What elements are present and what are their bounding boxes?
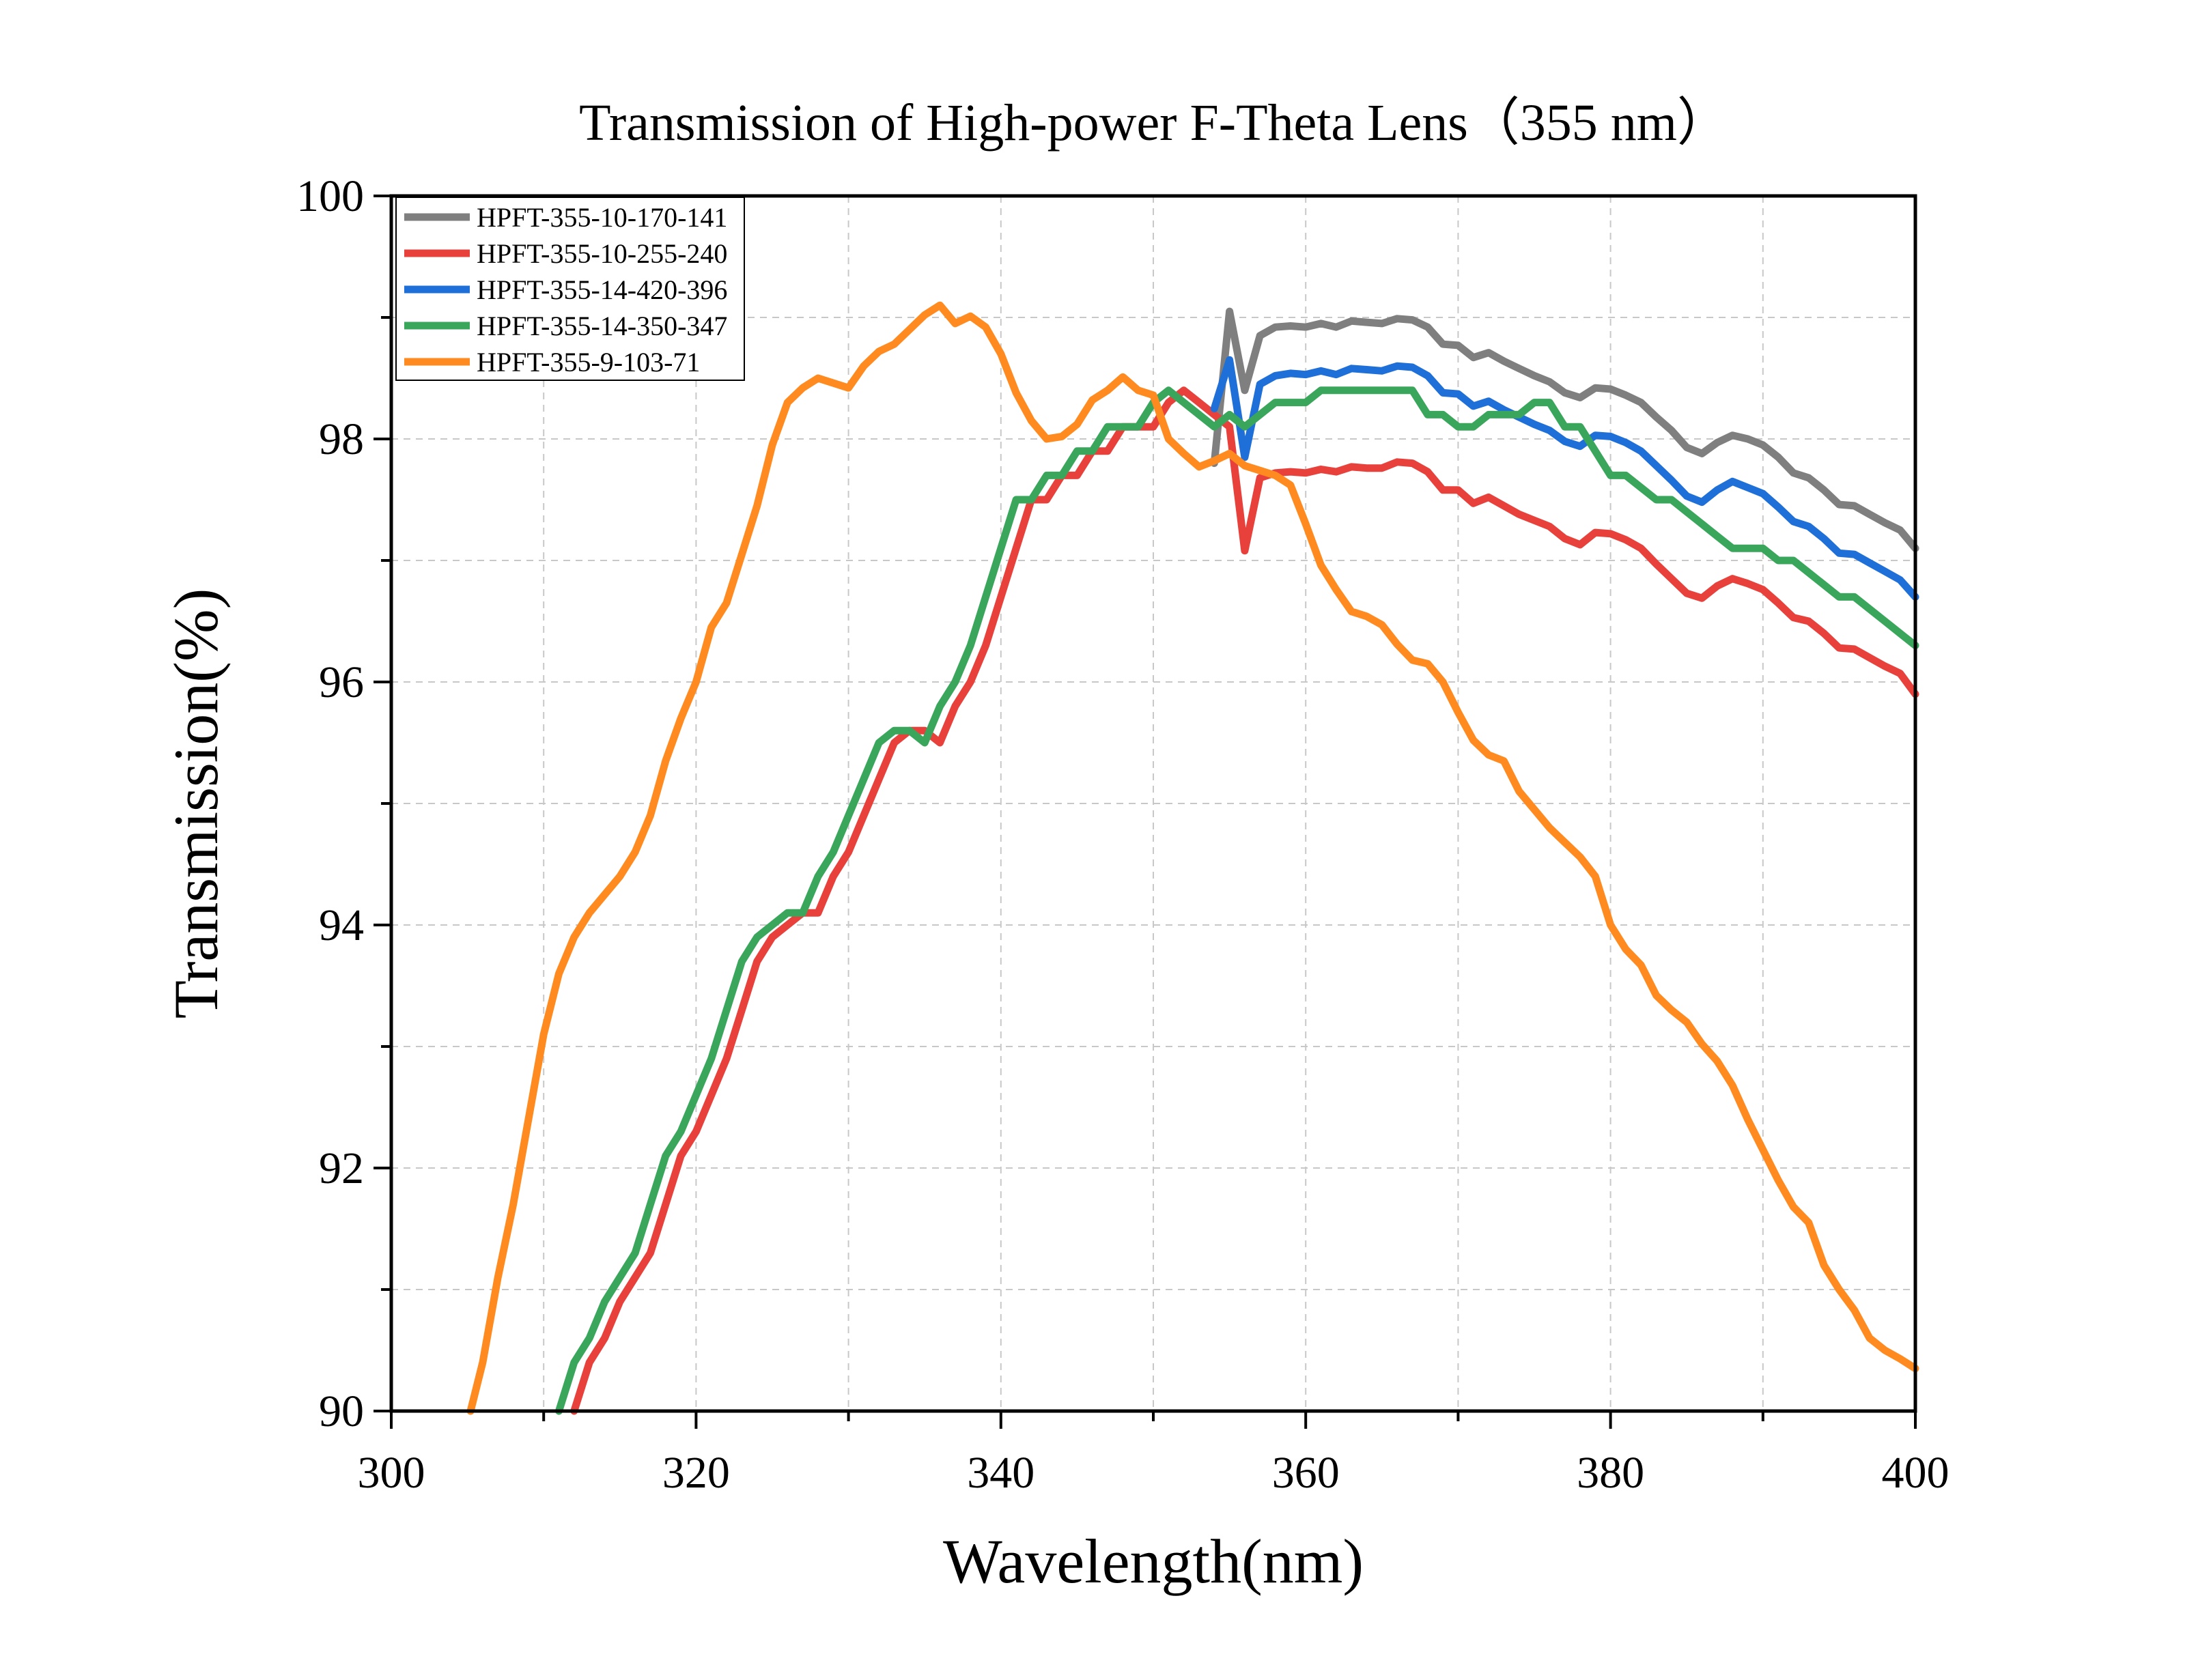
y-tick-label: 90 bbox=[319, 1386, 364, 1436]
axis-ticks bbox=[374, 195, 1917, 1429]
grid-lines bbox=[391, 196, 1915, 1411]
chart-title: Transmission of High-power F-Theta Lens（… bbox=[579, 94, 1729, 152]
legend-label-1: HPFT-355-10-170-141 bbox=[477, 202, 727, 233]
x-axis-tick-labels: 300 320 340 360 380 400 bbox=[358, 1448, 1949, 1498]
x-axis-label: Wavelength(nm) bbox=[943, 1526, 1364, 1596]
series-line-1 bbox=[1210, 307, 1919, 552]
legend: HPFT-355-10-170-141 HPFT-355-10-255-240 HP… bbox=[395, 197, 745, 381]
series-line-2 bbox=[570, 386, 1919, 1415]
legend-label-3: HPFT-355-14-420-396 bbox=[477, 274, 727, 305]
x-tick-label: 340 bbox=[967, 1448, 1034, 1498]
series-line-4 bbox=[555, 386, 1919, 1415]
legend-label-5: HPFT-355-9-103-71 bbox=[477, 347, 700, 378]
x-tick-label: 320 bbox=[662, 1448, 730, 1498]
y-tick-label: 96 bbox=[319, 657, 364, 707]
series-line-3 bbox=[1210, 356, 1919, 601]
x-tick-label: 360 bbox=[1272, 1448, 1340, 1498]
y-tick-label: 98 bbox=[319, 414, 364, 464]
y-axis-label: Transmission(%) bbox=[161, 588, 231, 1019]
legend-label-2: HPFT-355-10-255-240 bbox=[477, 238, 727, 269]
x-tick-label: 300 bbox=[358, 1448, 425, 1498]
x-tick-label: 380 bbox=[1577, 1448, 1644, 1498]
y-tick-label: 100 bbox=[296, 171, 364, 221]
y-axis-tick-labels: 90 92 94 96 98 100 bbox=[296, 171, 364, 1436]
y-tick-label: 94 bbox=[319, 900, 364, 950]
x-tick-label: 400 bbox=[1882, 1448, 1949, 1498]
series-line-5 bbox=[466, 301, 1919, 1415]
legend-label-4: HPFT-355-14-350-347 bbox=[477, 311, 727, 341]
plot-series bbox=[466, 301, 1919, 1415]
y-tick-label: 92 bbox=[319, 1143, 364, 1193]
